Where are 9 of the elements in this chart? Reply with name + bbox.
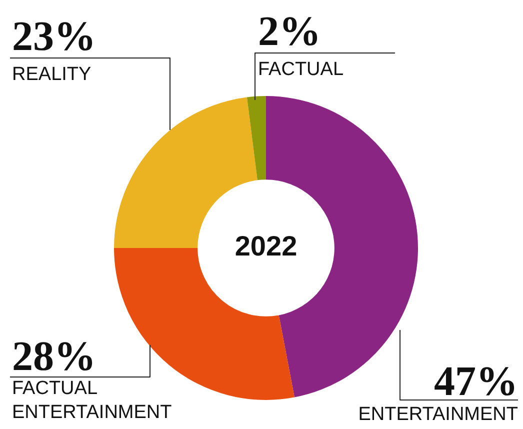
data-label: 47% [434,359,518,405]
text: 2022 [234,230,298,262]
data-label: 2% [258,9,321,55]
slice-label: FACTUAL [258,59,344,80]
data-label: 23% [12,14,96,60]
slice-label: ENTERTAINMENT [358,404,518,425]
slice-label: REALITY [12,64,92,85]
slice-label: FACTUAL ENTERTAINMENT [12,378,172,423]
data-label: 28% [12,334,96,380]
